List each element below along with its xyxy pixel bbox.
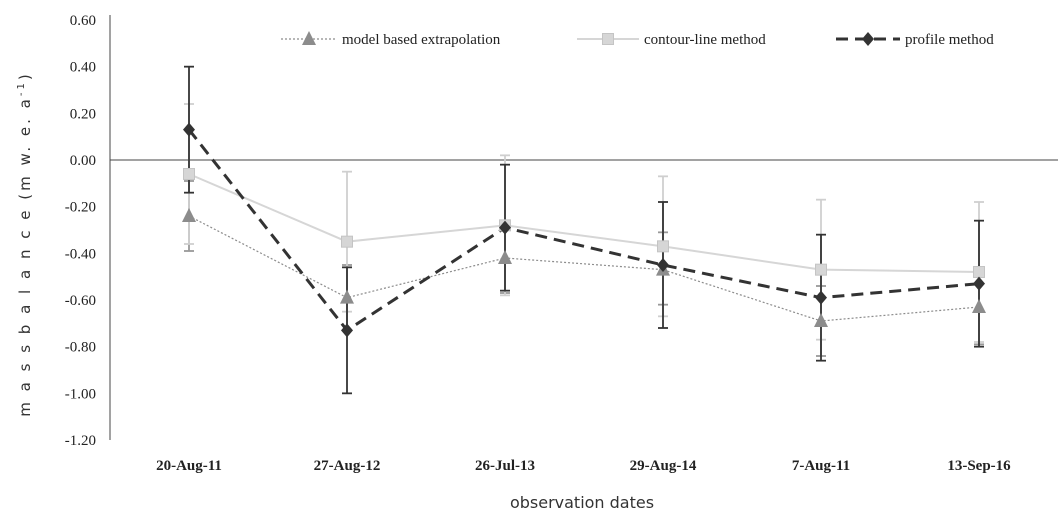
legend-profile-label: profile method	[905, 32, 994, 48]
x-tick-label: 20-Aug-11	[156, 458, 222, 474]
legend: model based extrapolation contour-line me…	[281, 31, 994, 48]
contour-line-point	[815, 263, 827, 276]
contour-line-series-line	[188, 173, 980, 273]
y-tick-label: 0.40	[70, 60, 96, 76]
profile-point	[183, 122, 195, 137]
profile-point	[499, 220, 511, 235]
profile-point	[341, 323, 353, 338]
model-based-point	[340, 289, 354, 304]
contour-line-point	[973, 266, 985, 278]
x-tick-label: 13-Sep-16	[947, 458, 1011, 474]
x-tick-labels: 20-Aug-11 27-Aug-12 26-Jul-13 29-Aug-14 7-Au…	[156, 458, 1011, 474]
y-tick-label: 0.60	[70, 13, 96, 29]
y-tick-label: -0.60	[65, 293, 96, 309]
legend-profile-marker	[862, 32, 874, 46]
error-bars-layer	[184, 65, 984, 395]
x-tick-label: 27-Aug-12	[314, 458, 381, 474]
contour-line-point	[341, 235, 353, 248]
x-tick-label: 26-Jul-13	[475, 458, 535, 474]
y-axis-title-superscript: -1	[16, 80, 27, 96]
model-based-point	[182, 208, 196, 222]
profile-series-line	[187, 128, 980, 333]
y-tick-label: -0.80	[65, 340, 96, 356]
profile-point	[973, 276, 985, 291]
contour-line-point	[657, 240, 669, 253]
y-tick-label: 0.20	[70, 106, 96, 122]
profile-point	[657, 258, 669, 272]
y-tick-label: -0.40	[65, 246, 96, 262]
legend-contour-line-marker	[602, 33, 614, 45]
model-based-point	[498, 250, 512, 264]
y-tick-label: -0.20	[65, 200, 96, 216]
y-axis-title: m a s s b a l a n c e (m w. e. a-1)	[16, 71, 34, 416]
y-tick-labels: 0.60 0.40 0.20 0.00 -0.20 -0.40 -0.60 -0.80 -1.0…	[65, 13, 96, 449]
y-tick-label: -1.00	[65, 386, 96, 402]
legend-model-based-marker	[302, 31, 316, 45]
y-tick-label: 0.00	[70, 153, 96, 169]
model-based-point	[972, 299, 986, 313]
y-axis-title-close: )	[16, 71, 34, 80]
profile-point	[815, 290, 827, 305]
model-based-point	[814, 313, 828, 327]
y-tick-label: -1.20	[65, 433, 96, 449]
x-tick-label: 29-Aug-14	[630, 458, 697, 474]
legend-model-based-label: model based extrapolation	[342, 32, 501, 48]
x-tick-label: 7-Aug-11	[792, 458, 850, 474]
y-axis-title-main: m a s s b a l a n c e (m w. e. a	[16, 96, 34, 417]
axes-layer	[109, 15, 1058, 440]
legend-contour-line-label: contour-line method	[644, 32, 766, 48]
model-based-series-line	[188, 215, 980, 322]
series-markers-layer	[182, 122, 986, 338]
series-lines-layer	[187, 128, 980, 333]
x-axis-title: observation dates	[510, 493, 654, 512]
contour-line-point	[183, 168, 195, 180]
